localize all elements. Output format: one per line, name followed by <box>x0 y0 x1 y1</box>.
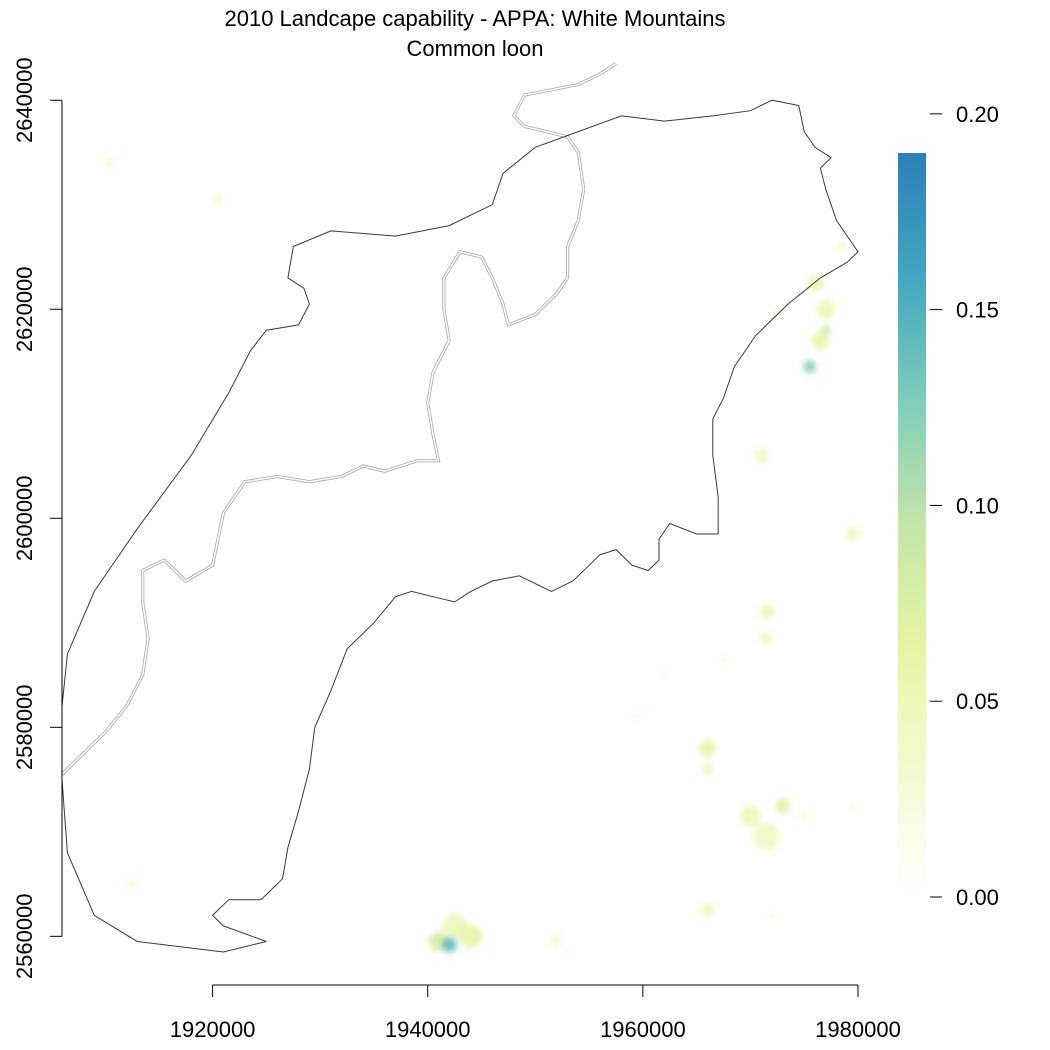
capability-patch <box>759 604 775 620</box>
x-tick-label: 1940000 <box>385 1017 471 1042</box>
capability-patch <box>127 879 137 889</box>
capability-patch <box>768 911 776 920</box>
x-tick-label: 1960000 <box>600 1017 686 1042</box>
chart-title: 2010 Landcape capability - APPA: White M… <box>224 6 726 31</box>
capability-patch <box>459 924 483 949</box>
x-tick-label: 1920000 <box>170 1017 256 1042</box>
colorbar: 0.00 0.05 0.10 0.15 0.20 <box>898 102 999 910</box>
state-border-inner <box>61 63 617 775</box>
y-tick-label: 2620000 <box>12 266 37 352</box>
capability-patch <box>550 935 564 948</box>
colorbar-tick-label: 0.00 <box>956 885 999 910</box>
colorbar-tick-label: 0.15 <box>956 298 999 323</box>
capability-patch <box>212 194 224 205</box>
capability-patch <box>633 712 642 722</box>
state-border-outer <box>60 62 617 776</box>
capability-patch <box>441 937 457 953</box>
y-tick-label: 2580000 <box>12 684 37 770</box>
capability-patch <box>803 360 817 374</box>
capability-patch <box>660 670 669 680</box>
axes-layer: 2560000 2580000 2600000 2620000 2640000 19200… <box>12 57 901 1042</box>
y-tick-label: 2560000 <box>12 893 37 979</box>
capability-patch <box>719 655 728 664</box>
capability-patch <box>105 158 116 168</box>
appa-unit-boundary <box>61 99 859 953</box>
colorbar-scale <box>898 153 926 897</box>
capability-patch <box>698 739 717 757</box>
capability-patch <box>816 299 836 319</box>
capability-patch <box>700 762 714 776</box>
capability-patch <box>699 902 715 918</box>
capability-patch <box>752 823 781 851</box>
colorbar-tick-label: 0.20 <box>956 102 999 127</box>
capability-patch <box>848 801 857 810</box>
capability-patch <box>739 805 762 827</box>
capability-patch <box>811 332 830 350</box>
colorbar-tick-label: 0.10 <box>956 493 999 518</box>
capability-patch <box>753 448 769 464</box>
y-tick-label: 2640000 <box>12 57 37 143</box>
x-tick-label: 1980000 <box>815 1017 901 1042</box>
capability-patch <box>775 798 791 814</box>
capability-patch <box>760 632 774 645</box>
chart-subtitle: Common loon <box>406 36 544 61</box>
capability-patch <box>837 242 847 251</box>
y-tick-label: 2600000 <box>12 475 37 561</box>
capability-patch <box>799 811 809 821</box>
boundary-layer <box>60 62 859 953</box>
capability-raster-layer <box>105 158 861 953</box>
colorbar-tick-label: 0.05 <box>956 689 999 714</box>
capability-patch <box>845 526 861 542</box>
capability-patch <box>820 325 831 336</box>
